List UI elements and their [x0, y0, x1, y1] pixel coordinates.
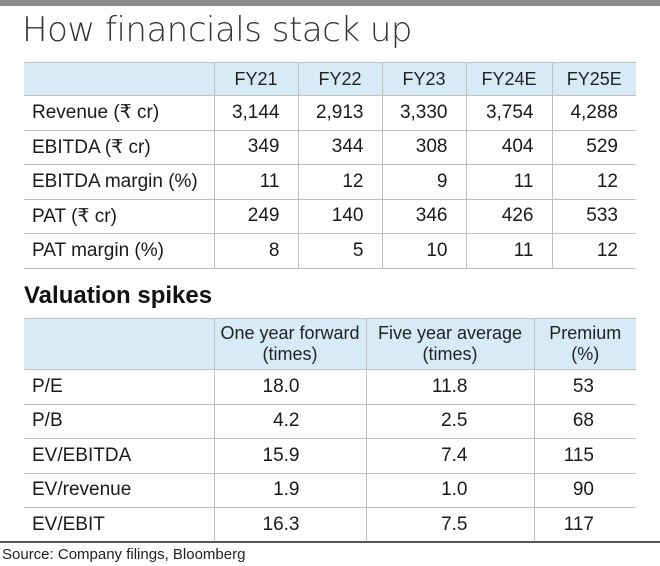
table-row: P/B 4.2 2.5 68 [24, 404, 636, 439]
table-cell: 3,144 [213, 95, 298, 131]
table-cell: 2.5 [365, 404, 534, 439]
row-label: PAT margin (%) [24, 233, 214, 269]
table-cell: 308 [381, 130, 466, 165]
column-header-unit: (%) [571, 344, 600, 364]
table-cell: 10 [381, 233, 466, 269]
table-cell: 12 [551, 233, 636, 269]
row-label: P/B [24, 404, 214, 439]
table-cell: 11.8 [365, 369, 534, 405]
table-cell: 3,330 [381, 95, 466, 131]
table-cell: 4,288 [551, 95, 636, 131]
table-cell: 11 [465, 233, 552, 269]
top-rule [0, 0, 660, 6]
column-header-line: Five year average [377, 323, 523, 343]
table-cell: 11 [465, 164, 552, 200]
row-label: EV/EBITDA [24, 438, 214, 474]
table-cell: 15.9 [213, 438, 366, 474]
valuation-header-row: One year forward (times) Five year avera… [24, 318, 636, 370]
financials-header-row: FY21 FY22 FY23 FY24E FY25E [24, 62, 636, 96]
table-row: PAT margin (%) 8 5 10 11 12 [24, 233, 636, 269]
table-cell: 1.0 [365, 473, 534, 508]
table-cell: 3,754 [465, 95, 552, 131]
table-cell: 7.5 [365, 507, 534, 543]
valuation-corner-cell [24, 318, 214, 370]
table-row: Revenue (₹ cr) 3,144 2,913 3,330 3,754 4… [24, 95, 636, 131]
row-label: Revenue (₹ cr) [24, 95, 214, 131]
row-label: P/E [24, 369, 214, 405]
table-cell: 11 [213, 164, 298, 200]
table-cell: 346 [381, 199, 466, 234]
column-header: FY25E [551, 62, 636, 96]
row-label: EV/revenue [24, 473, 214, 508]
column-header: FY23 [381, 62, 466, 96]
table-cell: 140 [297, 199, 382, 234]
bottom-rule [0, 541, 660, 543]
column-header: FY22 [297, 62, 382, 96]
column-header: One year forward (times) [213, 318, 366, 370]
table-cell: 344 [297, 130, 382, 165]
table-cell: 16.3 [213, 507, 366, 543]
table-row: P/E 18.0 11.8 53 [24, 369, 636, 405]
table-cell: 9 [381, 164, 466, 200]
table-cell: 1.9 [213, 473, 366, 508]
table-cell: 8 [213, 233, 298, 269]
valuation-table: One year forward (times) Five year avera… [24, 318, 636, 543]
column-header: Five year average (times) [365, 318, 534, 370]
table-row: EBITDA (₹ cr) 349 344 308 404 529 [24, 130, 636, 165]
table-cell: 404 [465, 130, 552, 165]
table-cell: 115 [533, 438, 636, 474]
table-row: PAT (₹ cr) 249 140 346 426 533 [24, 199, 636, 234]
table-cell: 4.2 [213, 404, 366, 439]
row-label: PAT (₹ cr) [24, 199, 214, 234]
table-row: EV/EBITDA 15.9 7.4 115 [24, 438, 636, 474]
table-row: EV/EBIT 16.3 7.5 117 [24, 507, 636, 543]
column-header: Premium (%) [533, 318, 636, 370]
table-cell: 12 [297, 164, 382, 200]
column-header-unit: (times) [422, 344, 478, 364]
valuation-subtitle: Valuation spikes [24, 282, 213, 309]
table-cell: 117 [533, 507, 636, 543]
row-label: EV/EBIT [24, 507, 214, 543]
table-cell: 426 [465, 199, 552, 234]
table-cell: 533 [551, 199, 636, 234]
table-cell: 68 [533, 404, 636, 439]
table-cell: 529 [551, 130, 636, 165]
table-cell: 5 [297, 233, 382, 269]
row-label: EBITDA margin (%) [24, 164, 214, 200]
table-cell: 12 [551, 164, 636, 200]
page-title: How financials stack up [22, 10, 412, 50]
table-row: EBITDA margin (%) 11 12 9 11 12 [24, 164, 636, 200]
table-row: EV/revenue 1.9 1.0 90 [24, 473, 636, 508]
financials-table: FY21 FY22 FY23 FY24E FY25E Revenue (₹ cr… [24, 62, 636, 269]
table-cell: 7.4 [365, 438, 534, 474]
table-cell: 249 [213, 199, 298, 234]
column-header: FY21 [213, 62, 298, 96]
column-header: FY24E [465, 62, 552, 96]
table-cell: 18.0 [213, 369, 366, 405]
financials-corner-cell [24, 62, 214, 96]
table-cell: 53 [533, 369, 636, 405]
column-header-line: One year forward [220, 323, 360, 343]
table-cell: 349 [213, 130, 298, 165]
table-cell: 2,913 [297, 95, 382, 131]
row-label: EBITDA (₹ cr) [24, 130, 214, 165]
column-header-unit: (times) [262, 344, 318, 364]
source-note: Source: Company filings, Bloomberg [2, 546, 246, 563]
column-header-line: Premium [549, 323, 622, 343]
table-cell: 90 [533, 473, 636, 508]
